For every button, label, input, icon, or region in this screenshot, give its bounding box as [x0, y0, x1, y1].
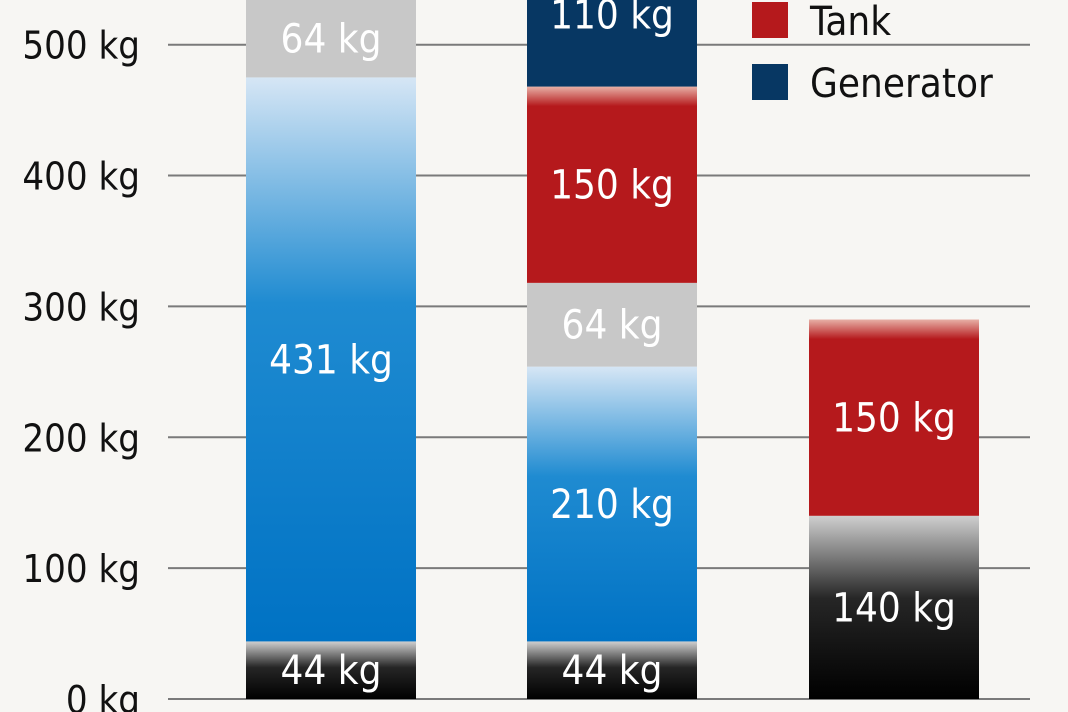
y-tick-label: 200 kg [22, 416, 140, 460]
bars: 44 kg 431 kg 64 kg 44 kg 210 kg 64 kg 150 kg 11… [246, 0, 979, 699]
bar-segment-label: 140 kg [832, 585, 956, 631]
y-axis-tick-labels: 0 kg 100 kg 200 kg 300 kg 400 kg 500 kg [22, 24, 140, 712]
bar-segment-label: 44 kg [562, 648, 663, 694]
bar-2: 44 kg 210 kg 64 kg 150 kg 110 kg [527, 0, 697, 699]
legend-swatch [752, 64, 788, 100]
bar-segment [527, 86, 697, 283]
y-tick-label: 100 kg [22, 547, 140, 591]
bar-segment-label: 150 kg [832, 396, 956, 442]
y-tick-label: 0 kg [66, 678, 140, 712]
bar-segment [246, 641, 416, 699]
bar-segment-label: 110 kg [550, 0, 674, 39]
bar-segment [809, 319, 979, 516]
y-tick-label: 400 kg [22, 155, 140, 199]
bar-segment [246, 77, 416, 642]
bar-segment-label: 44 kg [281, 648, 382, 694]
bar-segment-label: 64 kg [562, 303, 663, 349]
legend-label: Tank [809, 0, 891, 45]
bar-segment-label: 64 kg [281, 17, 382, 63]
bar-segment [527, 0, 697, 87]
bar-segment-label: 431 kg [269, 337, 393, 383]
bar-segment [809, 515, 979, 699]
y-tick-label: 500 kg [22, 24, 140, 68]
legend-swatch [752, 2, 788, 38]
bar-segment-label: 210 kg [550, 482, 674, 528]
bar-segment [246, 0, 416, 78]
bar-3: 140 kg 150 kg [809, 319, 979, 699]
bar-segment [527, 641, 697, 699]
legend: Tank Generator [752, 0, 993, 107]
bar-segment [527, 282, 697, 367]
bar-segment-label: 150 kg [550, 163, 674, 209]
y-tick-label: 300 kg [22, 285, 140, 329]
legend-label: Generator [810, 61, 993, 107]
bar-1: 44 kg 431 kg 64 kg [246, 0, 416, 699]
bar-segment [527, 366, 697, 642]
